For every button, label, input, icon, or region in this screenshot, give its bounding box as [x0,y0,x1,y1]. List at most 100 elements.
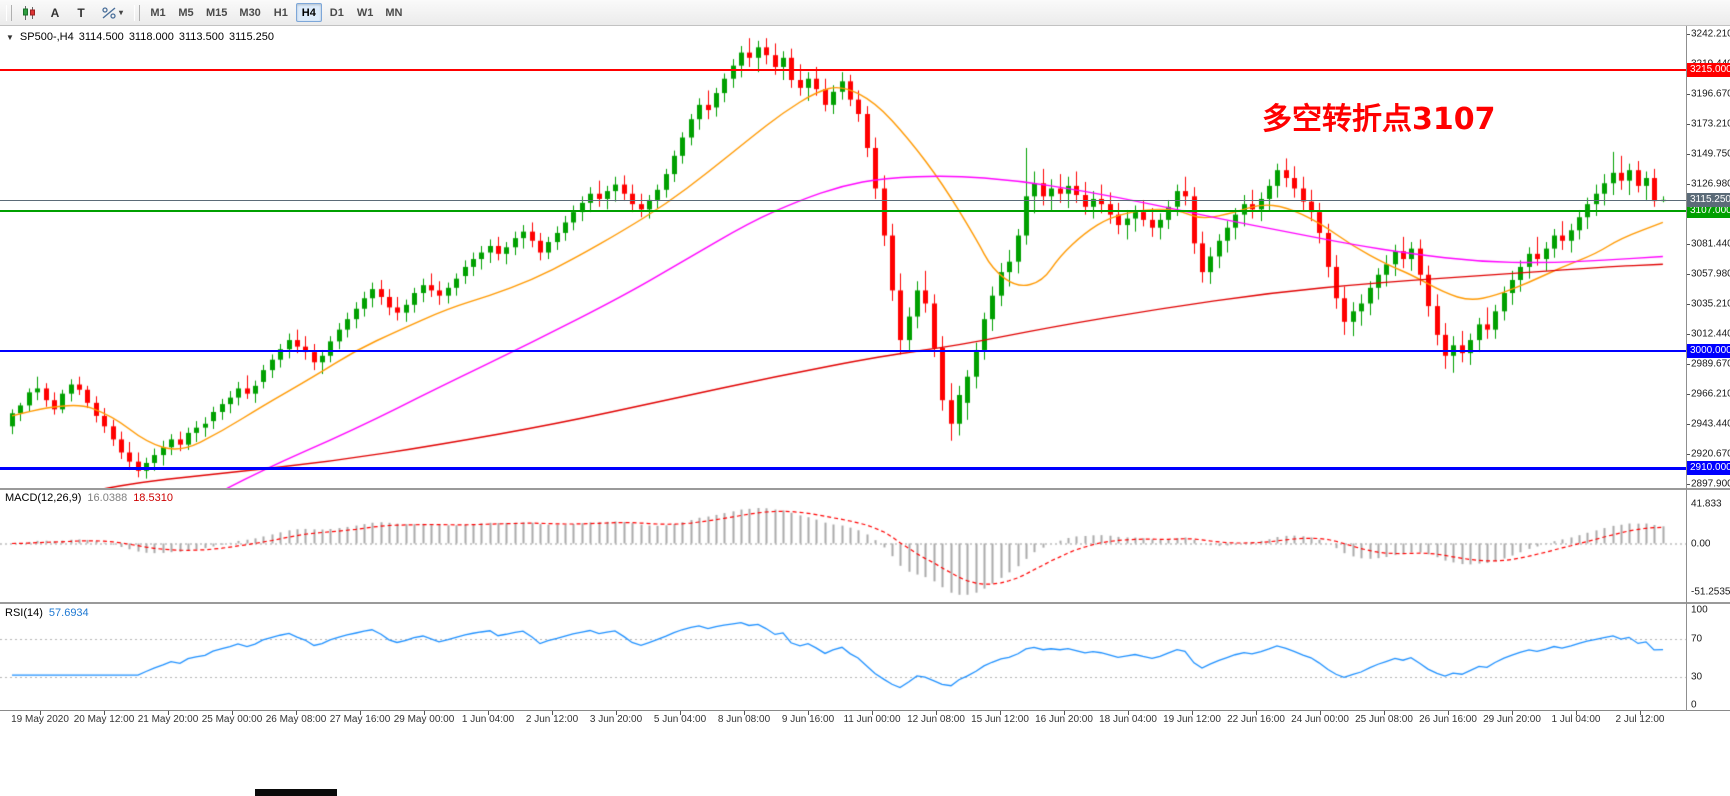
time-axis-tick [1640,711,1641,715]
taskbar-fragment [255,789,337,796]
timeframe-button-m1[interactable]: M1 [145,3,171,22]
rsi-canvas[interactable] [0,604,1686,710]
price-axis-tick [1686,484,1690,485]
price-badge-3000.000: 3000.000 [1687,344,1730,358]
price-axis-label: 3035.210 [1691,298,1730,310]
rsi-axis-label: 100 [1691,604,1708,616]
time-axis-label: 5 Jun 04:00 [653,714,707,725]
timeframe-button-w1[interactable]: W1 [352,3,379,22]
symbol-title: SP500-,H4 [19,31,74,43]
timeframe-button-d1[interactable]: D1 [324,3,350,22]
timeframe-button-mn[interactable]: MN [380,3,407,22]
price-axis-separator [1686,26,1687,711]
time-axis-label: 29 Jun 20:00 [1483,714,1541,725]
bar-low-value: 3113.500 [178,31,224,43]
price-axis-label: 3149.750 [1691,148,1730,160]
horizontal-line-3215.000[interactable] [0,69,1686,71]
text-label-glyph: A [50,5,60,20]
time-axis-label: 29 May 00:00 [393,714,455,725]
time-axis-tick [616,711,617,715]
time-axis-label: 19 May 2020 [11,714,69,725]
toolbar-grip[interactable] [6,4,12,21]
time-axis-label: 26 Jun 16:00 [1419,714,1477,725]
time-axis-tick [40,711,41,715]
time-axis-tick [1384,711,1385,715]
macd-axis-label: 41.833 [1691,498,1722,510]
timeframe-button-h1[interactable]: H1 [268,3,294,22]
bar-close-value: 3115.250 [228,31,275,43]
price-axis-tick [1686,94,1690,95]
time-axis-label: 27 May 16:00 [329,714,391,725]
chart-type-button[interactable] [17,3,41,23]
panel-separator[interactable] [0,488,1730,490]
time-axis-label: 1 Jun 04:00 [461,714,515,725]
time-axis-label: 21 May 20:00 [137,714,199,725]
rsi-axis-label: 30 [1691,671,1703,682]
time-axis-label: 20 May 12:00 [73,714,135,725]
horizontal-line-2910.000[interactable] [0,467,1686,470]
price-axis-label: 3173.210 [1691,118,1730,130]
time-axis-tick [936,711,937,715]
timeframe-button-m30[interactable]: M30 [234,3,265,22]
time-axis-tick [1512,711,1513,715]
time-axis-label: 2 Jun 12:00 [525,714,579,725]
toolbar: A T ▾ M1 M5 M15 M30 H1 H4 D1 W1 MN [0,0,1730,26]
time-axis-tick [680,711,681,715]
time-axis-label: 24 Jun 00:00 [1291,714,1349,725]
panel-separator[interactable] [0,602,1730,604]
time-axis-tick [1128,711,1129,715]
price-axis-label: 3057.980 [1691,268,1730,280]
time-axis-label: 3 Jun 20:00 [589,714,643,725]
time-axis-tick [808,711,809,715]
price-axis-label: 3126.980 [1691,178,1730,190]
rsi-label: RSI(14) [5,607,43,619]
time-axis-tick [1000,711,1001,715]
price-axis-label: 2966.210 [1691,388,1730,400]
horizontal-line-3000.000[interactable] [0,350,1686,352]
price-axis-tick [1686,364,1690,365]
horizontal-line-3107.000[interactable] [0,210,1686,212]
price-axis-tick [1686,334,1690,335]
time-axis-label: 8 Jun 08:00 [717,714,771,725]
main-chart-canvas[interactable] [0,26,1686,488]
price-axis-label: 3196.670 [1691,88,1730,100]
toolbar-grip[interactable] [134,4,140,21]
macd-axis-label: 0.00 [1691,538,1711,549]
time-axis-tick [104,711,105,715]
time-axis-tick [1256,711,1257,715]
percent-tool-button[interactable]: ▾ [95,3,129,23]
time-axis-tick [424,711,425,715]
timeframe-button-m5[interactable]: M5 [173,3,199,22]
macd-main-value: 16.0388 [87,492,128,504]
chart-expand-icon[interactable]: ▼ [6,33,14,42]
chart-annotation-text[interactable]: 多空转折点3107 [1262,102,1496,137]
price-axis-label: 3242.210 [1691,28,1730,40]
macd-axis-label: -51.2535 [1691,586,1730,598]
price-axis-label: 3081.440 [1691,238,1730,250]
time-axis-label: 2 Jul 12:00 [1615,714,1665,725]
caret-down-icon: ▾ [118,8,123,17]
text-frame-button[interactable]: T [69,3,93,23]
rsi-axis-label: 70 [1691,633,1703,644]
time-axis-label: 25 May 00:00 [201,714,263,725]
time-axis-label: 1 Jul 04:00 [1551,714,1601,725]
price-badge-2910.000: 2910.000 [1687,461,1730,475]
price-axis-label: 3012.440 [1691,328,1730,340]
time-axis-tick [552,711,553,715]
macd-canvas[interactable] [0,490,1686,602]
text-label-button[interactable]: A [43,3,67,23]
price-axis-tick [1686,244,1690,245]
price-axis-tick [1686,154,1690,155]
timeframe-button-h4[interactable]: H4 [295,3,322,22]
price-axis-label: 2897.900 [1691,478,1730,490]
price-badge-3107.000: 3107.000 [1687,204,1730,218]
price-axis-tick [1686,424,1690,425]
time-axis-tick [360,711,361,715]
timeframe-button-m15[interactable]: M15 [201,3,232,22]
price-axis-tick [1686,34,1690,35]
time-axis[interactable]: 19 May 2020 20 May 12:00 21 May 20:00 25 Ma… [0,710,1730,730]
time-axis-tick [168,711,169,715]
time-axis-tick [872,711,873,715]
price-badge-3215.000: 3215.000 [1687,63,1730,77]
